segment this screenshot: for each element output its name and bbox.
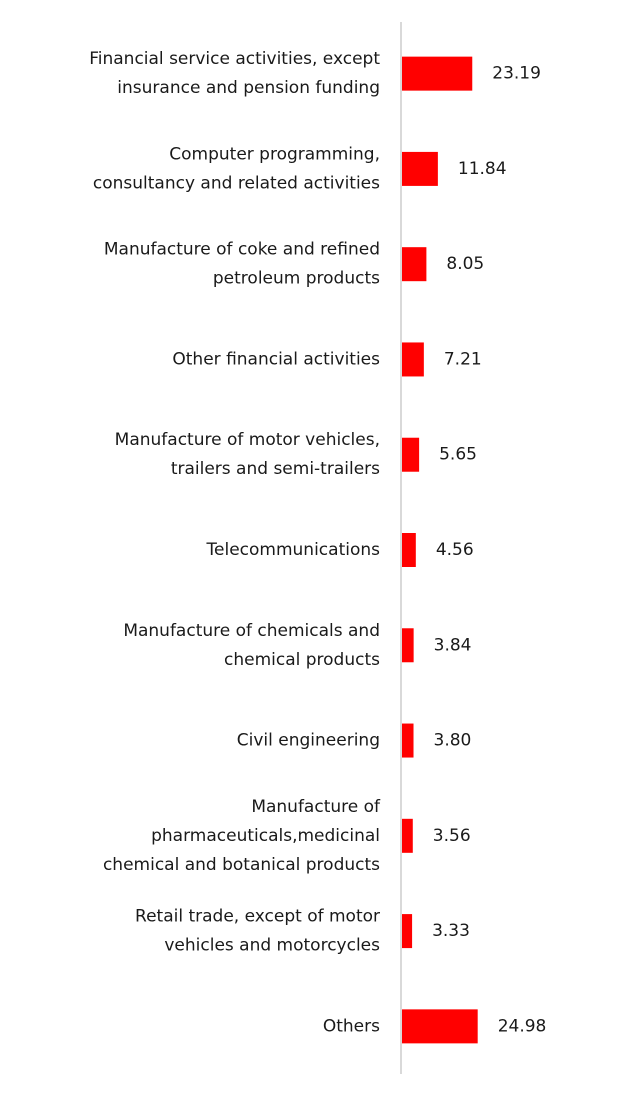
value-label-7: 3.84 (434, 635, 472, 655)
bar-9 (402, 818, 413, 853)
category-label-2: Computer programming, consultancy and rel… (93, 144, 380, 193)
category-label-5: Manufacture of motor vehicles, trailers a… (115, 430, 380, 479)
category-label-line: Telecommunications (206, 540, 381, 560)
bar-3 (402, 247, 427, 282)
category-label-line: Civil engineering (237, 731, 380, 751)
bar-4 (402, 342, 424, 377)
category-label-line: petroleum products (213, 269, 380, 289)
category-label-line: Other financial activities (172, 349, 380, 369)
value-label-1: 23.19 (492, 64, 541, 84)
value-label-2: 11.84 (458, 159, 507, 179)
bar-8 (402, 723, 414, 758)
category-label-line: Manufacture of (251, 797, 381, 817)
category-label-6: Telecommunications (206, 540, 381, 560)
value-label-5: 5.65 (439, 445, 477, 465)
bar-2 (402, 151, 438, 186)
bar-5 (402, 437, 420, 472)
bar-1 (402, 56, 473, 91)
category-label-1: Financial service activities, except insu… (89, 49, 380, 98)
value-labels-layer: 23.19 11.84 8.05 7.21 5.65 4.56 3.84 3.80 3.56 3.… (432, 64, 546, 1037)
category-label-7: Manufacture of chemicals and chemical pro… (123, 621, 380, 670)
value-label-10: 3.33 (432, 921, 470, 941)
value-label-9: 3.56 (433, 826, 471, 846)
category-label-10: Retail trade, except of motor vehicles an… (135, 907, 380, 956)
category-label-line: Manufacture of motor vehicles, (115, 430, 380, 450)
category-labels-layer: Financial service activities, except insu… (89, 49, 381, 1036)
bar-10 (402, 914, 413, 949)
category-label-9: Manufacture of pharmaceuticals,medicinal c… (103, 797, 381, 875)
category-label-line: insurance and pension funding (117, 78, 380, 98)
value-label-8: 3.80 (434, 731, 472, 751)
category-label-line: consultancy and related activities (93, 173, 380, 193)
bars-layer (402, 56, 478, 1044)
category-label-line: chemical and botanical products (103, 855, 380, 875)
category-label-3: Manufacture of coke and refined petroleum… (104, 240, 380, 289)
category-label-line: pharmaceuticals,medicinal (151, 826, 380, 846)
value-label-6: 4.56 (436, 540, 474, 560)
value-label-3: 8.05 (446, 254, 484, 274)
value-label-11: 24.98 (498, 1016, 547, 1036)
category-label-line: Manufacture of coke and refined (104, 240, 380, 260)
category-label-line: Computer programming, (169, 144, 380, 164)
category-label-line: Manufacture of chemicals and (123, 621, 380, 641)
bar-7 (402, 628, 414, 663)
category-label-line: vehicles and motorcycles (164, 936, 380, 956)
category-label-11: Others (323, 1016, 380, 1036)
category-label-line: Others (323, 1016, 380, 1036)
category-label-line: trailers and semi-trailers (171, 459, 380, 479)
category-label-4: Other financial activities (172, 349, 380, 369)
category-label-line: chemical products (224, 650, 380, 670)
category-label-8: Civil engineering (237, 731, 380, 751)
category-label-line: Retail trade, except of motor (135, 907, 380, 927)
bar-6 (402, 533, 416, 567)
bar-11 (402, 1009, 478, 1044)
value-label-4: 7.21 (444, 349, 482, 369)
category-label-line: Financial service activities, except (89, 49, 380, 69)
